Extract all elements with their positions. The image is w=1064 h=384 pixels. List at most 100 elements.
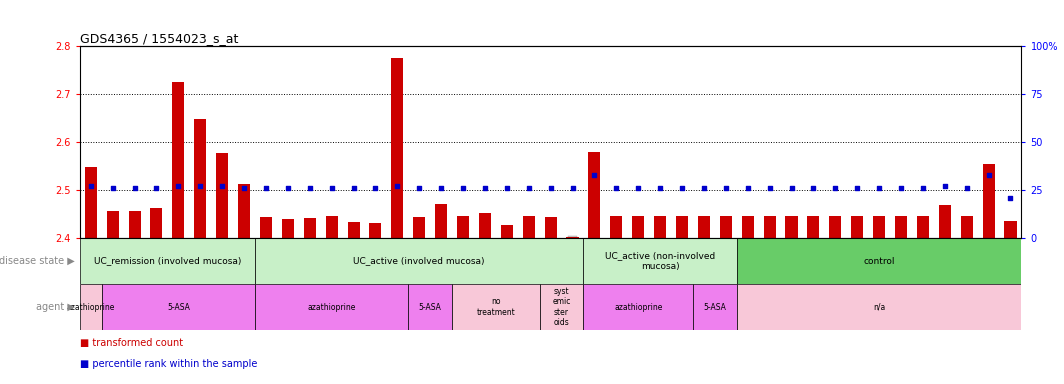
Point	[345, 185, 362, 191]
Bar	[479, 213, 491, 238]
Point	[804, 185, 821, 191]
Bar	[392, 58, 403, 238]
Bar	[129, 211, 140, 238]
Bar	[260, 217, 272, 238]
Bar	[961, 217, 972, 238]
Bar	[501, 225, 513, 238]
Bar	[917, 215, 929, 238]
Bar	[1004, 221, 1016, 238]
Bar	[654, 215, 666, 238]
Bar	[611, 216, 622, 238]
Point	[959, 185, 976, 191]
Bar	[588, 152, 600, 238]
Bar	[583, 284, 693, 330]
Point	[367, 185, 384, 191]
Bar	[369, 223, 382, 238]
Point	[783, 185, 800, 191]
Bar	[829, 216, 842, 238]
Text: syst
emic
ster
oids: syst emic ster oids	[552, 287, 570, 327]
Bar	[632, 216, 644, 238]
Bar	[785, 216, 798, 238]
Point	[192, 183, 209, 189]
Point	[893, 185, 910, 191]
Bar	[583, 238, 736, 284]
Text: n/a: n/a	[872, 303, 885, 312]
Point	[849, 185, 866, 191]
Text: 5-ASA: 5-ASA	[419, 303, 442, 312]
Bar	[303, 218, 316, 238]
Point	[520, 185, 537, 191]
Bar	[172, 82, 184, 238]
Bar	[874, 217, 885, 238]
Bar	[851, 215, 863, 238]
Bar	[452, 284, 539, 330]
Point	[235, 185, 252, 191]
Bar	[895, 217, 907, 238]
Text: UC_remission (involved mucosa): UC_remission (involved mucosa)	[94, 257, 242, 266]
Point	[674, 185, 691, 191]
Text: control: control	[863, 257, 895, 266]
Bar	[742, 216, 753, 238]
Text: UC_active (non-involved
mucosa): UC_active (non-involved mucosa)	[605, 252, 715, 271]
Point	[388, 183, 405, 189]
Bar	[545, 217, 556, 238]
Point	[696, 185, 713, 191]
Text: 5-ASA: 5-ASA	[703, 303, 727, 312]
Bar	[764, 216, 776, 238]
Bar	[326, 216, 337, 238]
Point	[104, 185, 121, 191]
Point	[301, 185, 318, 191]
Text: disease state ▶: disease state ▶	[0, 256, 74, 266]
Bar	[808, 216, 819, 238]
Point	[630, 185, 647, 191]
Text: no
treatment: no treatment	[477, 298, 515, 317]
Point	[542, 185, 560, 191]
Point	[82, 183, 99, 189]
Bar	[80, 238, 255, 284]
Bar	[458, 215, 469, 238]
Point	[717, 185, 734, 191]
Point	[148, 185, 165, 191]
Bar	[522, 215, 535, 238]
Bar	[676, 217, 688, 238]
Text: 5-ASA: 5-ASA	[167, 303, 189, 312]
Point	[1002, 195, 1019, 201]
Bar	[938, 205, 951, 238]
Bar	[255, 238, 583, 284]
Text: azathioprine: azathioprine	[614, 303, 663, 312]
Point	[936, 183, 953, 189]
Point	[498, 185, 515, 191]
Point	[257, 185, 275, 191]
Bar	[566, 237, 579, 238]
Point	[564, 185, 581, 191]
Bar	[102, 284, 255, 330]
Point	[914, 185, 931, 191]
Bar	[80, 284, 102, 330]
Point	[651, 185, 668, 191]
Bar	[282, 219, 294, 238]
Point	[761, 185, 778, 191]
Text: GDS4365 / 1554023_s_at: GDS4365 / 1554023_s_at	[80, 32, 238, 45]
Text: ■ transformed count: ■ transformed count	[80, 338, 183, 348]
Point	[477, 185, 494, 191]
Point	[980, 172, 997, 178]
Bar	[539, 284, 583, 330]
Point	[827, 185, 844, 191]
Bar	[195, 119, 206, 238]
Point	[454, 185, 471, 191]
Text: ■ percentile rank within the sample: ■ percentile rank within the sample	[80, 359, 257, 369]
Bar	[413, 217, 426, 238]
Text: UC_active (involved mucosa): UC_active (involved mucosa)	[353, 257, 485, 266]
Point	[739, 185, 757, 191]
Bar	[85, 167, 97, 238]
Bar	[435, 204, 447, 238]
Bar	[238, 184, 250, 238]
Point	[280, 185, 297, 191]
Bar	[255, 284, 409, 330]
Bar	[698, 217, 710, 238]
Point	[870, 185, 887, 191]
Text: agent ▶: agent ▶	[35, 302, 74, 312]
Bar	[736, 284, 1021, 330]
Point	[411, 185, 428, 191]
Bar	[216, 152, 228, 238]
